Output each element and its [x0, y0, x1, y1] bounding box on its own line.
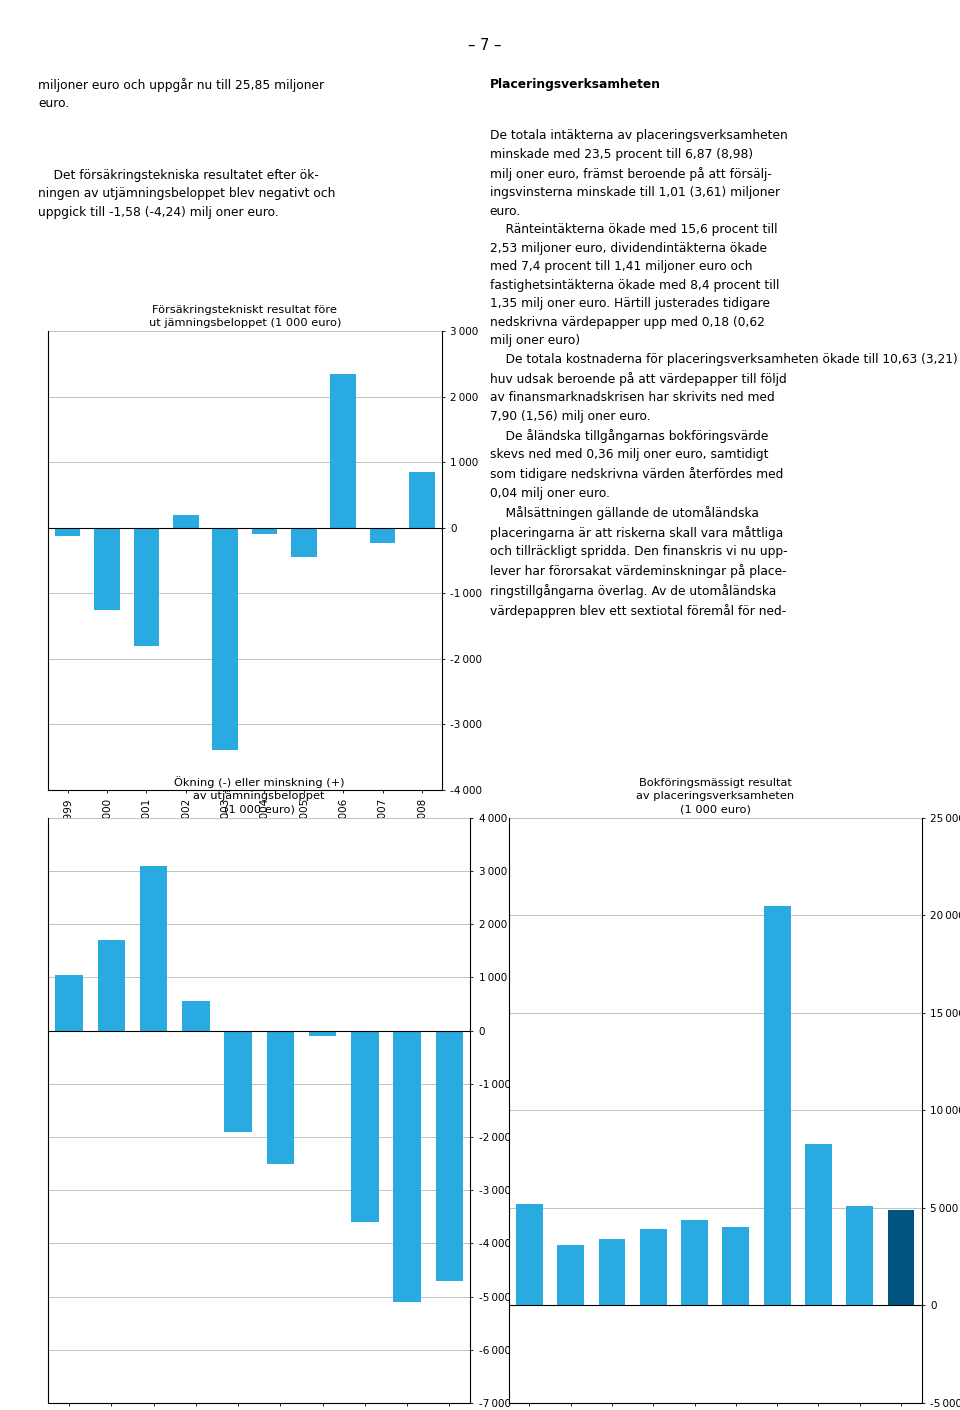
- Text: – 7 –: – 7 –: [468, 38, 501, 54]
- Text: De totala intäkterna av placeringsverksamheten
minskade med 23,5 procent till 6,: De totala intäkterna av placeringsverksa…: [490, 130, 960, 619]
- Bar: [291, 527, 317, 557]
- Bar: [94, 527, 120, 609]
- Bar: [212, 527, 238, 750]
- Bar: [888, 1210, 914, 1306]
- Bar: [351, 1031, 378, 1222]
- Bar: [394, 1031, 420, 1301]
- Bar: [55, 527, 81, 536]
- Bar: [516, 1204, 542, 1306]
- Bar: [558, 1245, 584, 1306]
- Bar: [309, 1031, 336, 1036]
- Bar: [252, 527, 277, 534]
- Text: miljoner euro och uppgår nu till 25,85 miljoner
euro.: miljoner euro och uppgår nu till 25,85 m…: [38, 78, 324, 110]
- Bar: [330, 374, 356, 527]
- Title: Ökning (-) eller minskning (+)
av utjämningsbeloppet
(1 000 euro): Ökning (-) eller minskning (+) av utjämn…: [174, 776, 345, 814]
- Bar: [805, 1144, 831, 1306]
- Bar: [173, 515, 199, 527]
- Bar: [640, 1230, 666, 1306]
- Bar: [133, 527, 159, 646]
- Bar: [409, 472, 435, 527]
- Bar: [723, 1227, 749, 1306]
- Bar: [847, 1206, 873, 1306]
- Bar: [436, 1031, 463, 1280]
- Bar: [98, 940, 125, 1031]
- Bar: [225, 1031, 252, 1132]
- Text: Det försäkringstekniska resultatet efter ök-
ningen av utjämningsbeloppet blev n: Det försäkringstekniska resultatet efter…: [38, 169, 336, 219]
- Title: Bokföringsmässigt resultat
av placeringsverksamheten
(1 000 euro): Bokföringsmässigt resultat av placerings…: [636, 778, 794, 814]
- Bar: [682, 1220, 708, 1306]
- Bar: [182, 1001, 209, 1031]
- Bar: [599, 1239, 625, 1306]
- Bar: [764, 905, 790, 1306]
- Bar: [267, 1031, 294, 1163]
- Title: Försäkringstekniskt resultat före
ut jämningsbeloppet (1 000 euro): Försäkringstekniskt resultat före ut jäm…: [149, 305, 341, 327]
- Bar: [56, 974, 83, 1031]
- Bar: [370, 527, 396, 543]
- Bar: [140, 866, 167, 1031]
- Text: Placeringsverksamheten: Placeringsverksamheten: [490, 78, 660, 90]
